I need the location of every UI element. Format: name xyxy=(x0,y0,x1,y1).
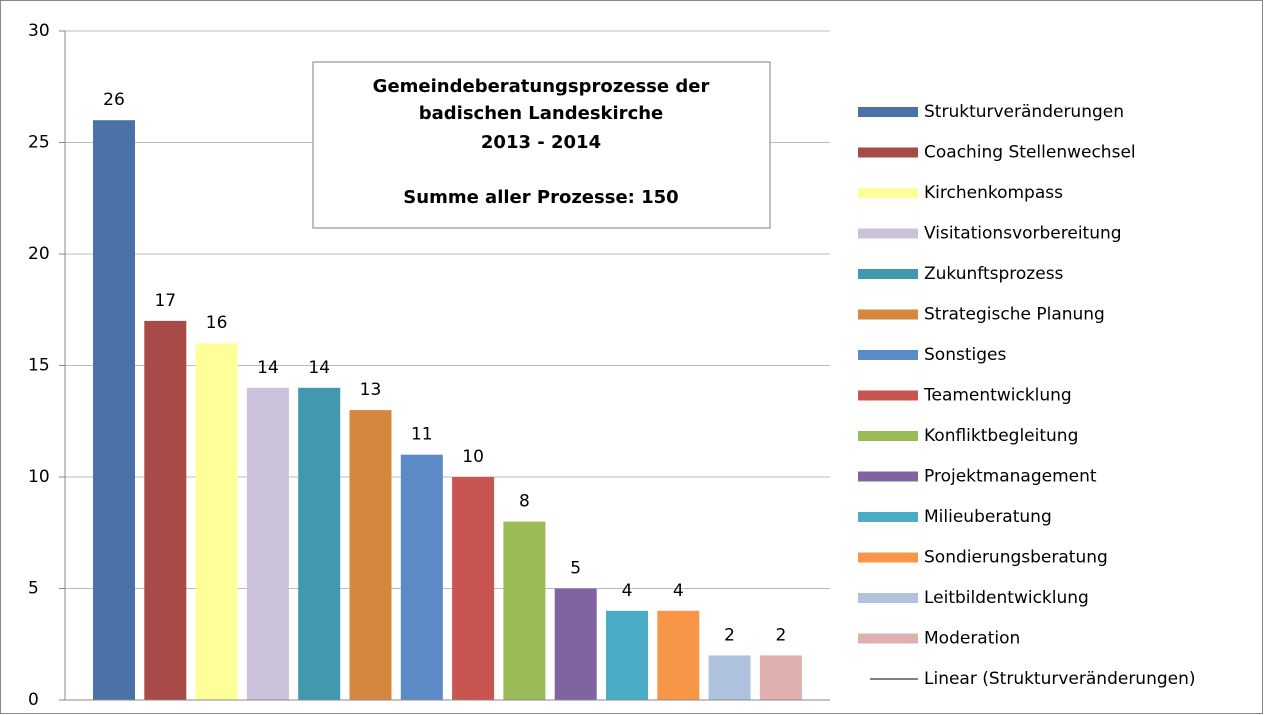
legend-swatch xyxy=(858,633,918,644)
legend-label: Projektmanagement xyxy=(924,467,1097,487)
data-label: 8 xyxy=(519,492,530,512)
legend-label: Strategische Planung xyxy=(924,305,1105,325)
bar xyxy=(452,477,495,700)
legend-swatch xyxy=(858,431,918,441)
bar xyxy=(93,120,135,700)
y-tick-label: 5 xyxy=(28,579,39,599)
data-label: 2 xyxy=(724,625,735,645)
legend-swatch xyxy=(858,593,918,603)
y-tick-label: 20 xyxy=(28,244,50,264)
legend-label: Leitbildentwicklung xyxy=(924,588,1089,608)
chart-title: Gemeindeberatungsprozesse der xyxy=(373,76,710,97)
legend-swatch xyxy=(858,350,918,360)
bar xyxy=(349,410,392,700)
legend-label: Strukturveränderungen xyxy=(924,102,1124,122)
y-tick-label: 15 xyxy=(28,356,50,376)
data-label: 4 xyxy=(622,581,633,601)
legend-label: Milieuberatung xyxy=(924,507,1052,527)
data-label: 14 xyxy=(308,358,330,378)
legend-label: Kirchenkompass xyxy=(924,183,1063,203)
bar xyxy=(298,387,341,700)
legend-label: Sonstiges xyxy=(924,345,1006,365)
data-label: 14 xyxy=(257,358,279,378)
bar xyxy=(708,655,751,700)
legend-swatch xyxy=(858,188,918,198)
bar xyxy=(195,343,238,700)
data-label: 4 xyxy=(673,581,684,601)
legend-swatch xyxy=(858,309,918,320)
legend-label: Zukunftsprozess xyxy=(924,264,1064,284)
data-label: 2 xyxy=(775,625,786,645)
legend-swatch xyxy=(858,269,918,279)
bar xyxy=(657,610,700,700)
data-label: 11 xyxy=(411,425,433,445)
bar xyxy=(246,387,289,700)
bar xyxy=(606,610,648,700)
y-tick-label: 10 xyxy=(28,467,50,487)
legend-swatch xyxy=(858,390,918,401)
chart-title: 2013 - 2014 xyxy=(481,132,601,153)
y-tick-label: 0 xyxy=(28,690,39,710)
bar xyxy=(503,521,546,700)
bar xyxy=(759,655,802,700)
legend-label: Moderation xyxy=(924,629,1020,649)
legend-label: Konfliktbegleitung xyxy=(924,426,1078,446)
legend-swatch xyxy=(858,147,918,158)
legend-swatch xyxy=(858,512,918,522)
data-label: 13 xyxy=(360,380,382,400)
legend: Strukturveränderungen Coaching Stellenwec… xyxy=(858,102,1196,689)
data-label: 16 xyxy=(206,313,228,333)
bar xyxy=(400,454,443,700)
legend-swatch xyxy=(858,107,918,117)
y-tick-label: 25 xyxy=(28,133,50,153)
legend-label: Coaching Stellenwechsel xyxy=(924,143,1136,163)
legend-swatch xyxy=(858,228,918,239)
bar xyxy=(554,588,597,700)
title-box xyxy=(312,61,771,229)
data-label: 5 xyxy=(570,559,581,579)
legend-label: Sondierungsberatung xyxy=(924,548,1108,568)
legend-swatch xyxy=(858,552,918,563)
legend-swatch xyxy=(858,471,918,482)
data-label: 10 xyxy=(462,447,484,467)
legend-label: Visitationsvorbereitung xyxy=(924,224,1122,244)
bars: 26 17 16 14 14 13 11 10 8 5 4 4 2 2 xyxy=(93,90,802,700)
chart-title: badischen Landeskirche xyxy=(419,103,664,124)
annotation: Summe aller Prozesse: 150 xyxy=(403,187,678,208)
data-label: 26 xyxy=(103,90,125,110)
bar xyxy=(144,320,187,700)
y-tick-label: 30 xyxy=(28,21,50,41)
legend-label: Linear (Strukturveränderungen) xyxy=(924,669,1196,689)
legend-label: Teamentwicklung xyxy=(923,386,1072,406)
data-label: 17 xyxy=(154,291,176,311)
